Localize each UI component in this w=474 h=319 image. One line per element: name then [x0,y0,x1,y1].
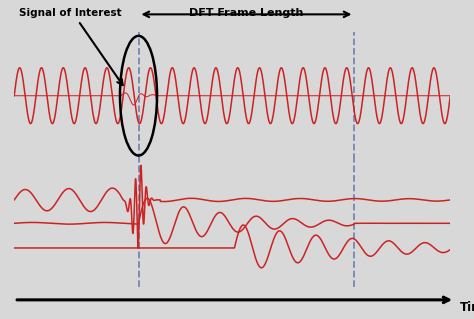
Text: DFT Frame Length: DFT Frame Length [189,8,304,18]
Text: Signal of Interest: Signal of Interest [19,8,122,18]
Text: Time: Time [460,301,474,315]
